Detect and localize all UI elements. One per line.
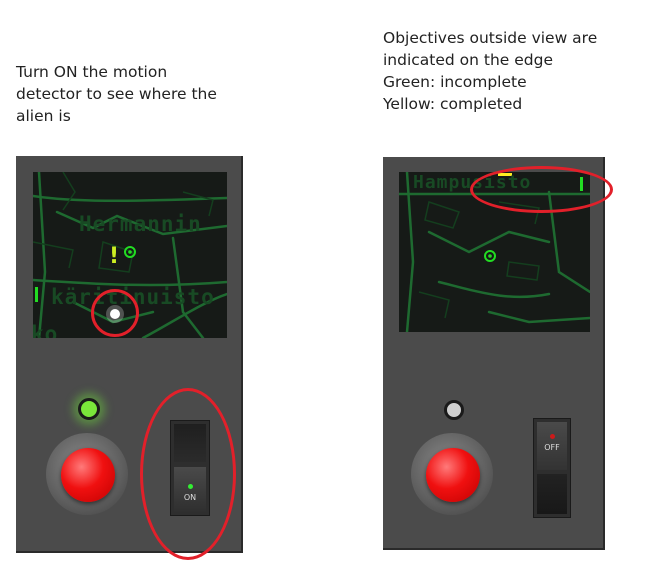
right-caption-line: Yellow: completed [383,95,523,113]
switch-label: OFF [544,443,560,452]
switch-led [550,434,555,439]
motion-detector-device-off: Hampusisto OFF [383,157,605,550]
switch-highlight [140,388,236,560]
red-push-button[interactable] [61,448,115,502]
objective-exclamation-icon: ! [109,244,120,269]
power-switch[interactable]: OFF [533,418,571,518]
switch-rocker-bottom [537,474,567,514]
status-lamp-on [78,398,100,420]
right-caption-line: Green: incomplete [383,73,527,91]
left-caption-line: detector to see where the [16,85,217,103]
map-label: Hermannin [79,212,202,236]
right-caption-line: indicated on the edge [383,51,554,69]
edge-indicator-highlight [470,166,613,213]
alien-blip-highlight [91,289,139,337]
right-caption-line: Objectives outside view are [383,29,598,47]
left-caption-line: alien is [16,107,71,125]
left-caption: Turn ON the motion detector to see where… [16,61,266,127]
switch-rocker-top [537,422,567,470]
red-push-button[interactable] [426,448,480,502]
edge-objective-indicator [35,287,38,302]
status-lamp-off [444,400,464,420]
left-caption-line: Turn ON the motion [16,63,168,81]
right-caption: Objectives outside view are indicated on… [383,27,653,115]
player-marker [484,250,496,262]
red-button-ring [411,433,493,515]
map-label: ko [33,322,59,338]
red-button-ring [46,433,128,515]
player-marker [124,246,136,258]
